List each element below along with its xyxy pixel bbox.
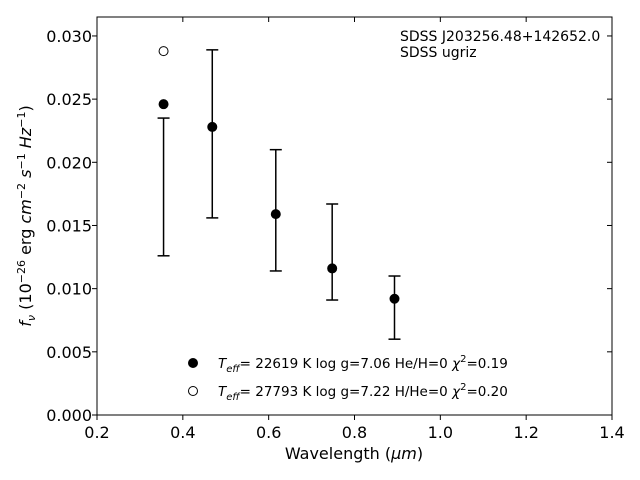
y-tick-label: 0.020 — [46, 153, 92, 172]
x-tick-label: 0.6 — [256, 423, 281, 442]
y-tick-label: 0.010 — [46, 280, 92, 299]
x-axis-label: Wavelength (μm) — [285, 444, 423, 463]
legend-marker-filled — [188, 358, 198, 368]
legend-entry-1: Teff= 22619 K log g=7.06 He/H=0 χ2=0.19 — [218, 354, 508, 375]
x-tick-label: 1.4 — [599, 423, 624, 442]
data-points — [158, 46, 400, 304]
y-tick-label: 0.000 — [46, 406, 92, 425]
legend-marker-open — [188, 386, 198, 396]
y-tick-label: 0.005 — [46, 343, 92, 362]
legend-entry-2: Teff= 27793 K log g=7.22 H/He=0 χ2=0.20 — [218, 382, 508, 403]
error-bars — [157, 49, 401, 340]
model-point-filled — [158, 99, 169, 110]
y-axis-label: fν (10−26 erg cm−2 s−1 Hz−1) — [15, 105, 38, 326]
annotation-survey: SDSS ugriz — [400, 45, 477, 61]
y-axis-ticks: 0.000 0.005 0.010 0.015 0.020 0.025 0.030 — [46, 27, 612, 425]
x-tick-label: 1.2 — [513, 423, 538, 442]
annotation-object-name: SDSS J203256.48+142652.0 — [400, 29, 600, 45]
x-tick-label: 1.0 — [428, 423, 453, 442]
x-axis-ticks: 0.2 0.4 0.6 0.8 1.0 1.2 1.4 — [84, 17, 625, 442]
legend: Teff= 22619 K log g=7.06 He/H=0 χ2=0.19 … — [188, 354, 508, 403]
x-tick-label: 0.8 — [342, 423, 367, 442]
y-tick-label: 0.025 — [46, 90, 92, 109]
model-point-open — [158, 46, 169, 57]
y-tick-label: 0.030 — [46, 27, 92, 46]
x-tick-label: 0.4 — [170, 423, 195, 442]
y-tick-label: 0.015 — [46, 216, 92, 235]
model-point-filled — [327, 263, 338, 274]
model-point-filled — [389, 293, 400, 304]
model-point-filled — [270, 209, 281, 220]
x-tick-label: 0.2 — [84, 423, 109, 442]
model-point-filled — [207, 121, 218, 132]
